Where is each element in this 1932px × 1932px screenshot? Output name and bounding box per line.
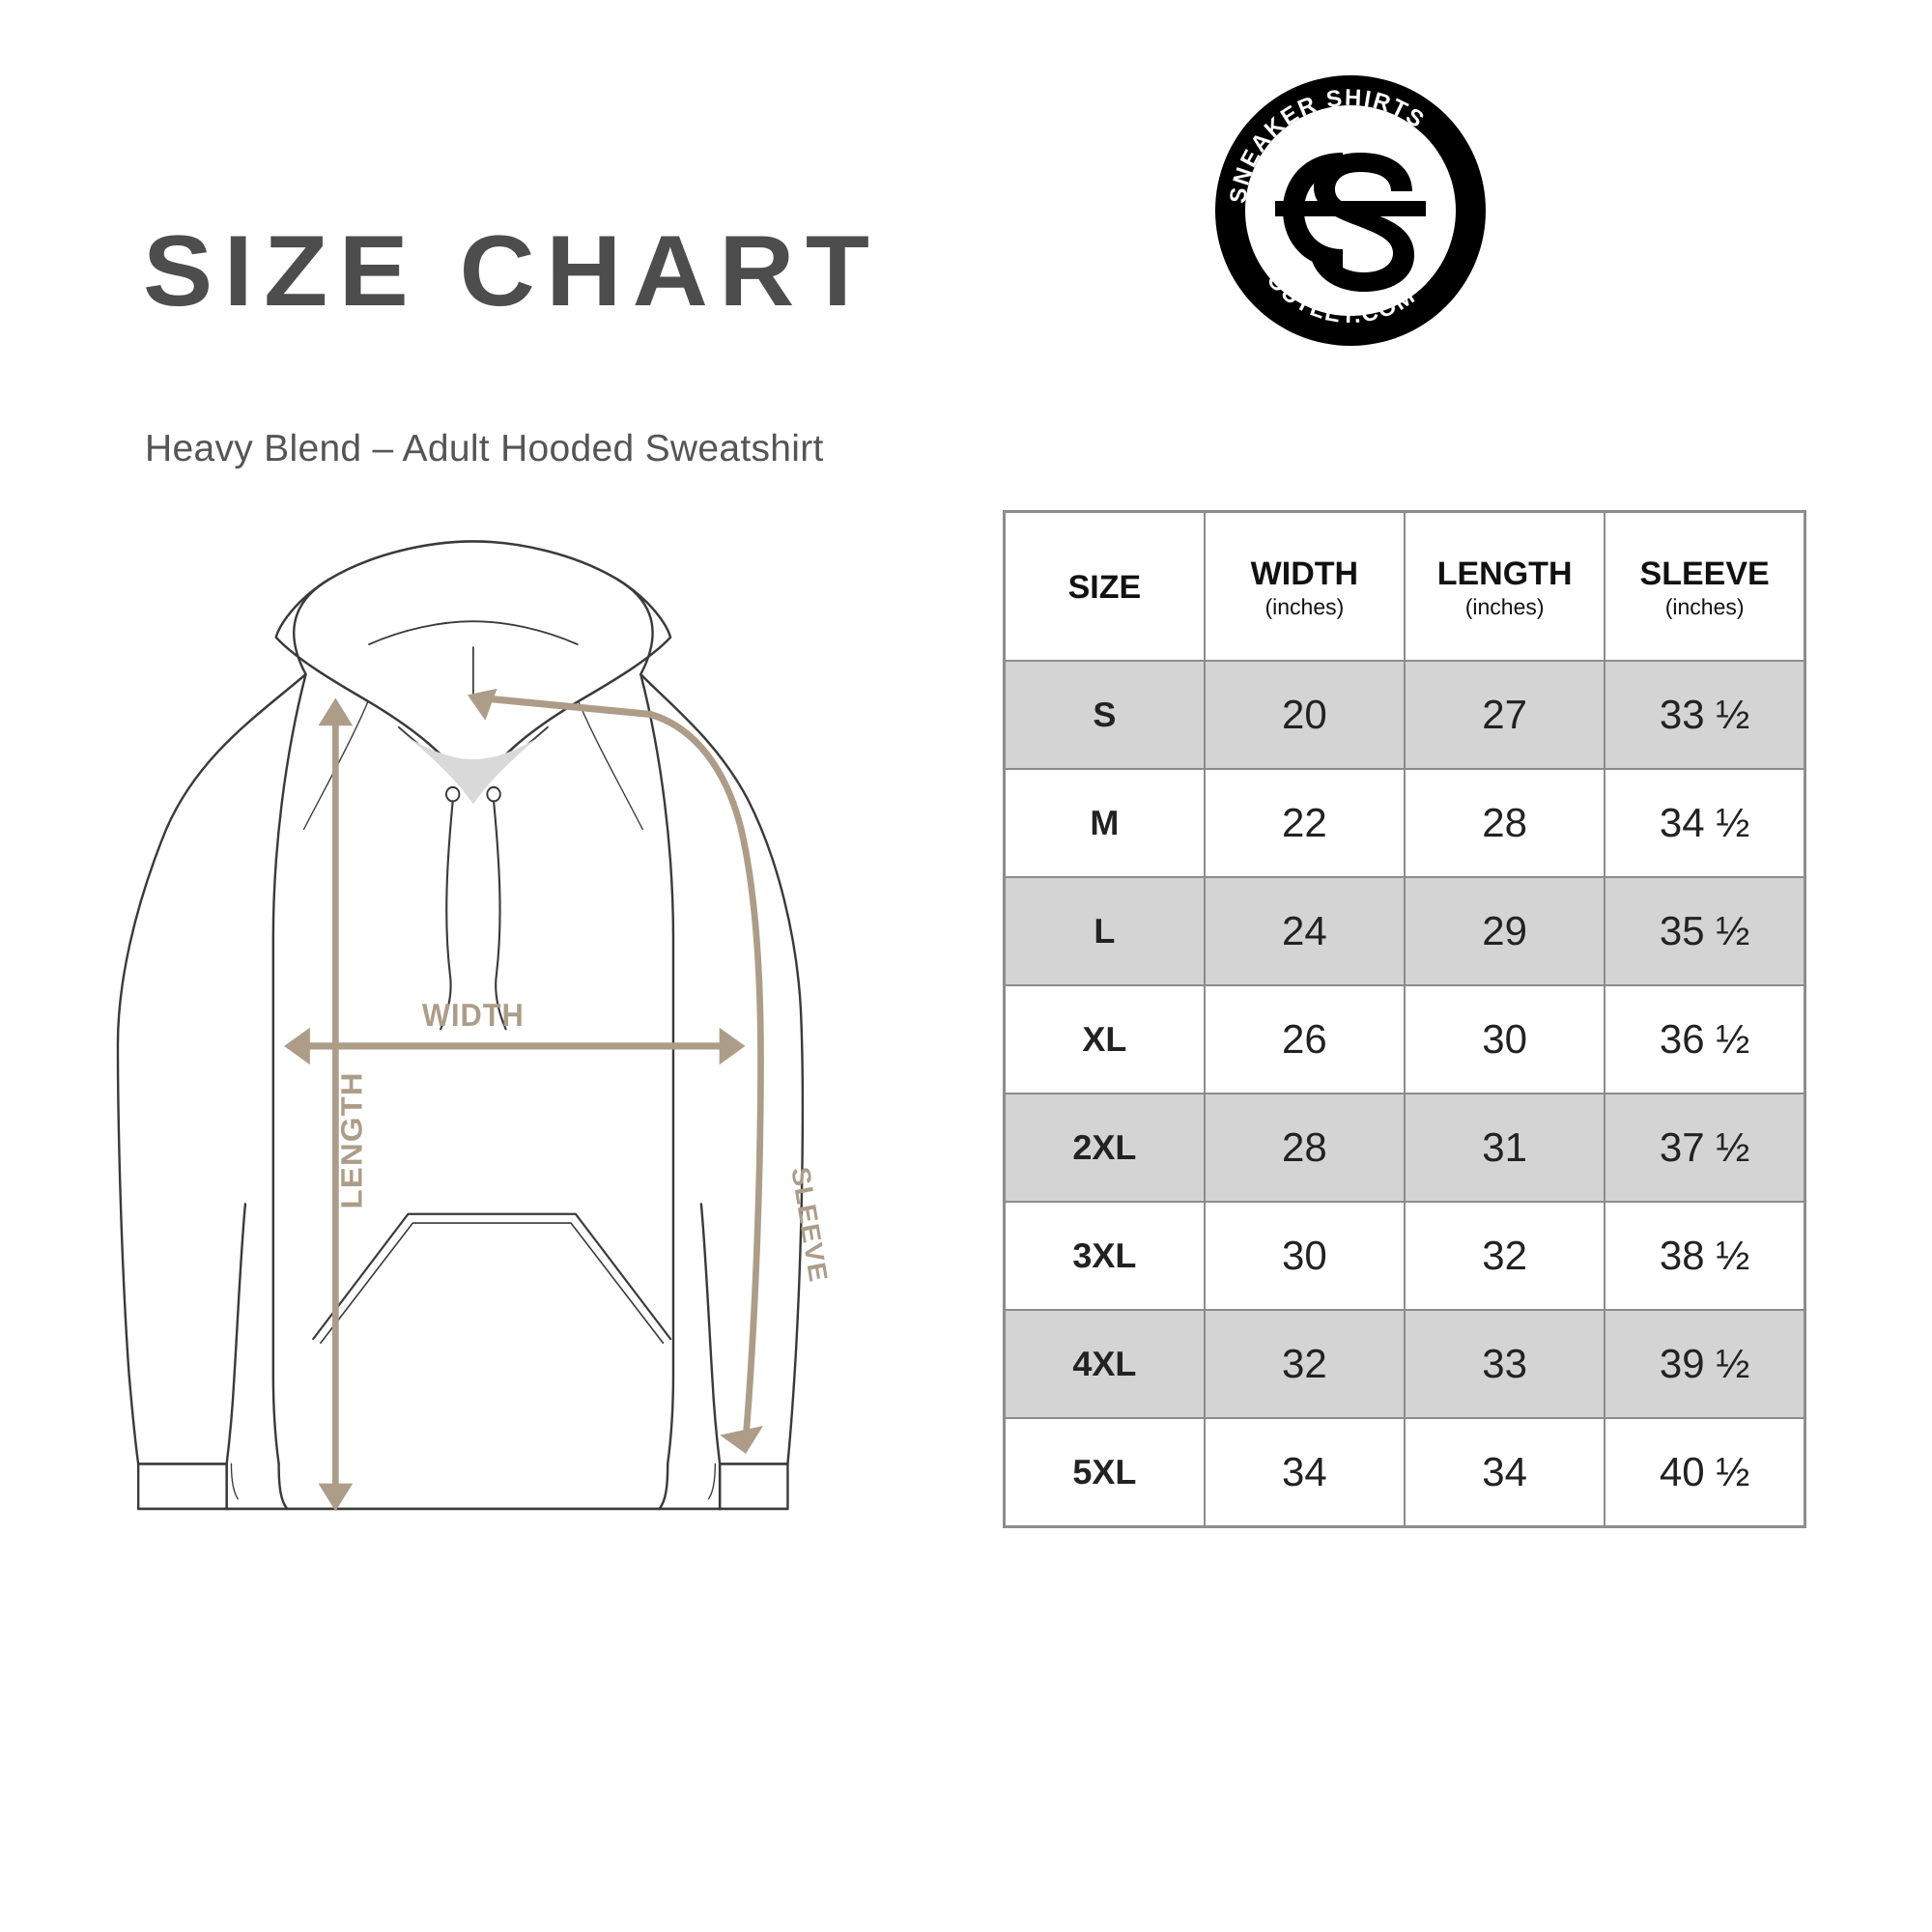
svg-text:SLEEVE: SLEEVE xyxy=(786,1165,834,1285)
svg-text:WIDTH: WIDTH xyxy=(422,997,525,1033)
svg-text:LENGTH: LENGTH xyxy=(334,1071,368,1208)
